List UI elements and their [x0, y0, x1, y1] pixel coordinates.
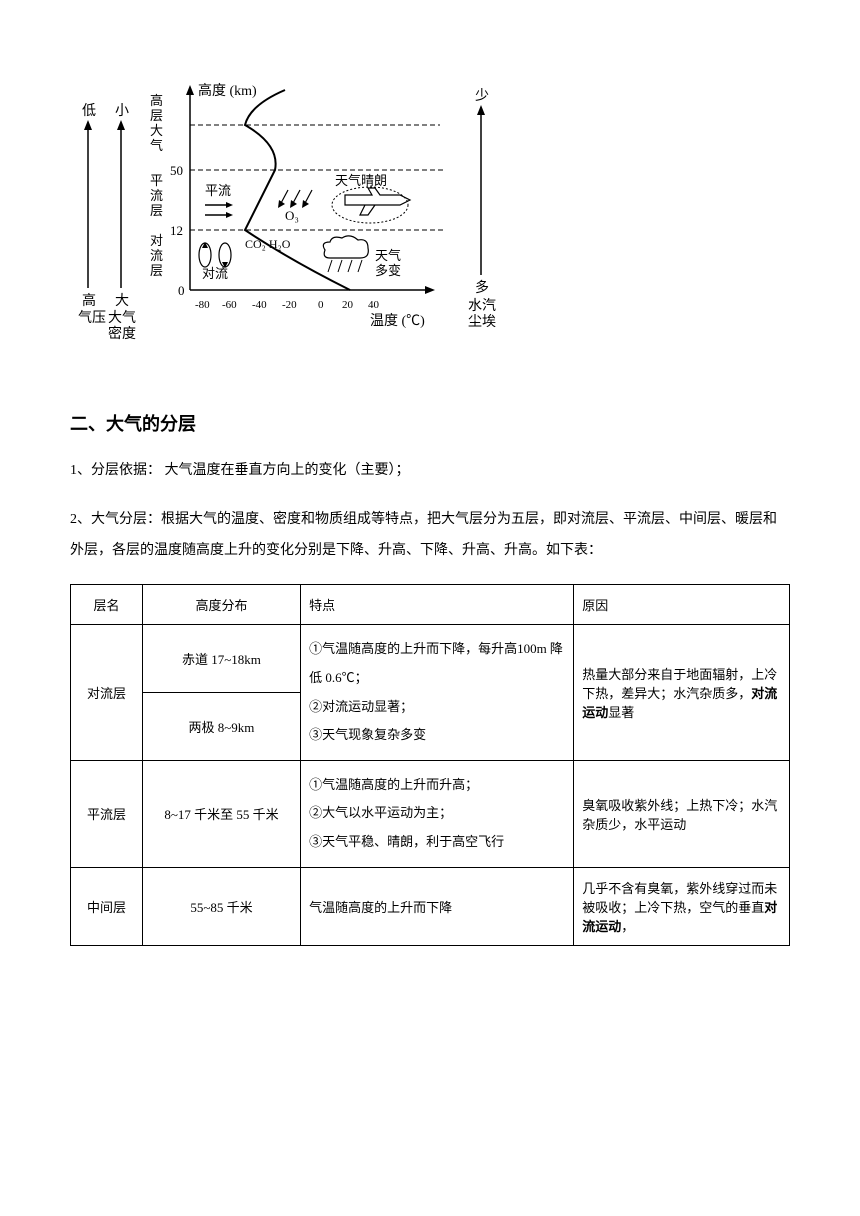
- cell-meso-feature: 气温随高度的上升而下降: [301, 867, 574, 945]
- ytick-50: 50: [170, 163, 183, 178]
- pingliu-label: 平流: [205, 183, 231, 198]
- layer-upper2: 层: [150, 108, 163, 123]
- x-axis-title: 温度 (℃): [370, 313, 425, 329]
- table-row: 中间层 55~85 千米 气温随高度的上升而下降 几乎不含有臭氧，紫外线穿过而未…: [71, 867, 790, 945]
- label-few: 少: [475, 88, 489, 104]
- header-name: 层名: [71, 585, 143, 625]
- pingliu-arrowhead1: [226, 202, 233, 208]
- cell-tropo-height2: 两极 8~9km: [142, 693, 300, 761]
- atmosphere-diagram-svg: 低 高 气压 小 大 大气 密度 高 层 大 气 平 流 层 对 流 层 高度 …: [70, 50, 550, 370]
- xtick2: -60: [222, 299, 237, 311]
- rain3: [348, 260, 352, 272]
- tropo-feature-3: ③天气现象复杂多变: [309, 721, 565, 750]
- cell-strato-height: 8~17 千米至 55 千米: [142, 760, 300, 867]
- cell-meso-name: 中间层: [71, 867, 143, 945]
- meso-reason-suffix: ，: [621, 919, 634, 934]
- strato-feature-2: ②大气以水平运动为主；: [309, 799, 565, 828]
- tropo-feature-2: ②对流运动显著；: [309, 693, 565, 722]
- item-2: 2、大气分层：根据大气的温度、密度和物质组成等特点，把大气层分为五层，即对流层、…: [70, 505, 790, 567]
- xtick5: 0: [318, 299, 324, 311]
- layer-upper3: 大: [150, 123, 163, 138]
- cell-tropo-feature: ①气温随高度的上升而下降，每升高100m 降低 0.6℃； ②对流运动显著； ③…: [301, 625, 574, 760]
- cell-tropo-height1: 赤道 17~18km: [142, 625, 300, 693]
- layer-strato1: 平: [150, 173, 163, 188]
- layer-upper4: 气: [150, 138, 163, 153]
- conv1-up: [202, 242, 208, 248]
- tropo-reason-prefix: 热量大部分来自于地面辐射，上冷下热，差异大；水汽杂质多，: [582, 667, 777, 701]
- item-1: 1、分层依据： 大气温度在垂直方向上的变化（主要）；: [70, 456, 790, 487]
- label-many: 多: [475, 279, 489, 296]
- atmosphere-layers-table: 层名 高度分布 特点 原因 对流层 赤道 17~18km ①气温随高度的上升而下…: [70, 584, 790, 945]
- label-pressure: 气压: [78, 310, 106, 326]
- xtick7: 40: [368, 299, 380, 311]
- layer-tropo1: 对: [150, 233, 163, 248]
- layer-strato2: 流: [150, 188, 163, 203]
- changing-weather-label2: 多变: [375, 263, 401, 278]
- temperature-curve: [245, 90, 350, 290]
- label-low: 低: [82, 103, 96, 119]
- section-heading: 二、大气的分层: [70, 410, 790, 436]
- o3-label: O₃: [285, 208, 299, 223]
- rain1: [328, 260, 332, 272]
- label-water: 水汽: [468, 298, 496, 314]
- rain4: [358, 260, 362, 272]
- y-axis-arrow: [186, 85, 194, 95]
- cell-meso-reason: 几乎不含有臭氧，紫外线穿过而未被吸收；上冷下热，空气的垂直对流运动，: [574, 867, 790, 945]
- header-feature: 特点: [301, 585, 574, 625]
- clear-weather-label: 天气晴朗: [335, 173, 387, 188]
- label-density2: 密度: [108, 325, 136, 342]
- ytick-0: 0: [178, 283, 185, 298]
- atmosphere-diagram-container: 低 高 气压 小 大 大气 密度 高 层 大 气 平 流 层 对 流 层 高度 …: [70, 50, 790, 375]
- x-axis-arrow: [425, 286, 435, 294]
- co2h2o-label: CO₂ H₂O: [245, 237, 291, 251]
- layer-tropo3: 层: [150, 263, 163, 278]
- y-axis-title: 高度 (km): [198, 82, 257, 99]
- label-density1: 大气: [108, 310, 136, 326]
- duiliu-label: 对流: [202, 266, 228, 281]
- tropo-reason-suffix: 显著: [608, 705, 634, 720]
- strato-feature-3: ③天气平稳、晴朗，利于高空飞行: [309, 828, 565, 857]
- header-reason: 原因: [574, 585, 790, 625]
- layer-tropo2: 流: [150, 248, 163, 263]
- xtick6: 20: [342, 299, 354, 311]
- changing-weather-label1: 天气: [375, 248, 401, 263]
- table-row: 对流层 赤道 17~18km ①气温随高度的上升而下降，每升高100m 降低 0…: [71, 625, 790, 693]
- meso-reason-prefix: 几乎不含有臭氧，紫外线穿过而未被吸收；上冷下热，空气的垂直: [582, 881, 777, 915]
- rain2: [338, 260, 342, 272]
- cell-strato-name: 平流层: [71, 760, 143, 867]
- label-large: 大: [115, 293, 129, 309]
- label-dust: 尘埃: [468, 314, 496, 330]
- table-row: 平流层 8~17 千米至 55 千米 ①气温随高度的上升而升高； ②大气以水平运…: [71, 760, 790, 867]
- pressure-arrow-head: [84, 120, 92, 130]
- xtick4: -20: [282, 299, 297, 311]
- header-height: 高度分布: [142, 585, 300, 625]
- cloud-icon: [323, 236, 368, 258]
- cell-strato-reason: 臭氧吸收紫外线；上热下冷；水汽杂质少，水平运动: [574, 760, 790, 867]
- cell-meso-height: 55~85 千米: [142, 867, 300, 945]
- moisture-arrow-head: [477, 105, 485, 115]
- strato-feature-1: ①气温随高度的上升而升高；: [309, 771, 565, 800]
- ytick-12: 12: [170, 223, 183, 238]
- xtick3: -40: [252, 299, 267, 311]
- label-high: 高: [82, 292, 96, 309]
- tropo-feature-1: ①气温随高度的上升而下降，每升高100m 降低 0.6℃；: [309, 635, 565, 692]
- airplane-icon: [345, 188, 410, 215]
- layer-strato3: 层: [150, 203, 163, 218]
- cell-tropo-reason: 热量大部分来自于地面辐射，上冷下热，差异大；水汽杂质多，对流运动显著: [574, 625, 790, 760]
- xtick1: -80: [195, 299, 210, 311]
- table-header-row: 层名 高度分布 特点 原因: [71, 585, 790, 625]
- cell-strato-feature: ①气温随高度的上升而升高； ②大气以水平运动为主； ③天气平稳、晴朗，利于高空飞…: [301, 760, 574, 867]
- pingliu-arrowhead2: [226, 212, 233, 218]
- cell-tropo-name: 对流层: [71, 625, 143, 760]
- layer-upper1: 高: [150, 93, 163, 108]
- label-small: 小: [115, 103, 129, 119]
- density-arrow-head: [117, 120, 125, 130]
